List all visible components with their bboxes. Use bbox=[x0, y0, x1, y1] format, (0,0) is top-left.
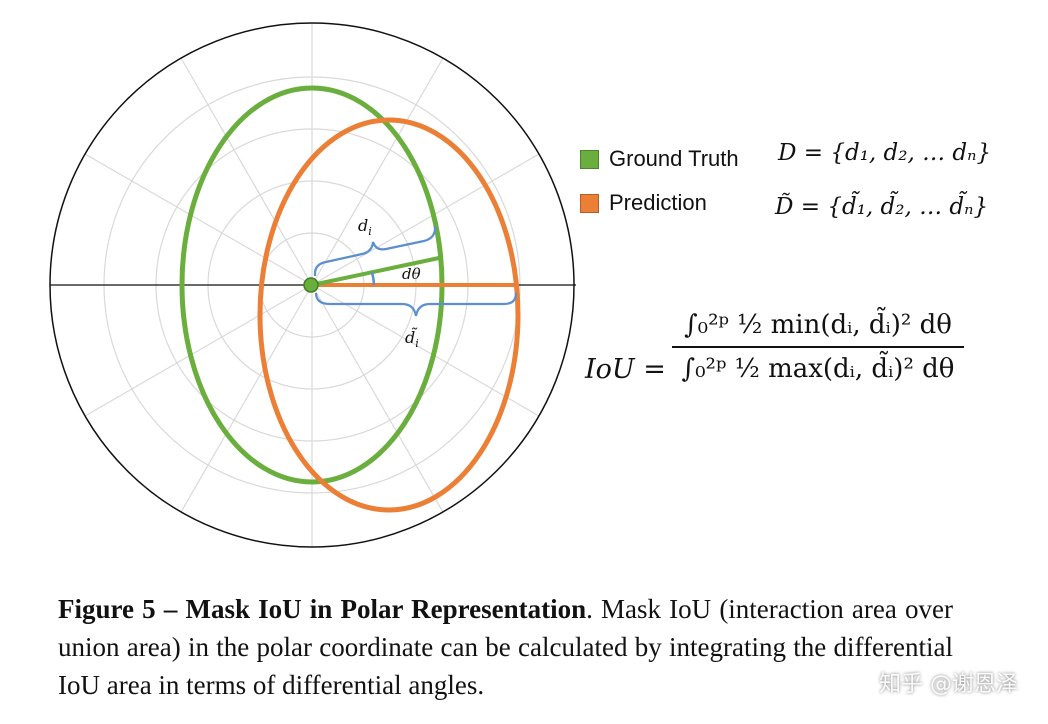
iou-lhs: IoU = bbox=[585, 354, 666, 385]
figure-caption: Figure 5 – Mask IoU in Polar Representat… bbox=[58, 590, 953, 704]
d-tilde-i-brace bbox=[314, 292, 518, 317]
polar-origin bbox=[303, 277, 319, 293]
prediction-swatch bbox=[580, 193, 599, 213]
prediction-contour bbox=[257, 117, 521, 513]
d-tilde-i-label-main: d̃ bbox=[405, 327, 418, 347]
iou-denominator: ∫₀²ᵖ ½ max(dᵢ, d̃ᵢ)² dθ bbox=[681, 354, 955, 384]
iou-fraction: ∫₀²ᵖ ½ min(dᵢ, d̃ᵢ)² dθ ∫₀²ᵖ ½ max(dᵢ, d… bbox=[672, 310, 964, 384]
caption-text: . Mask IoU (interaction area over union … bbox=[58, 594, 953, 700]
d-i-brace bbox=[313, 225, 437, 277]
d-theta-label: dθ bbox=[402, 265, 421, 283]
legend-ground-truth-label: Ground Truth bbox=[609, 146, 739, 171]
d-i-label-main: d bbox=[358, 216, 368, 235]
ground-truth-ray bbox=[311, 256, 440, 287]
ground-truth-swatch bbox=[580, 149, 599, 169]
caption-title: Mask IoU in Polar Representation bbox=[185, 594, 587, 624]
d-tilde-i-label: d̃i bbox=[405, 327, 419, 350]
d-i-label-sub: i bbox=[368, 225, 372, 238]
polar-figure: di dθ d̃i bbox=[49, 22, 576, 548]
iou-fraction-bar bbox=[672, 346, 964, 348]
polar-outer-circle bbox=[49, 22, 575, 548]
watermark: 知乎 @谢恩泽 bbox=[879, 672, 1018, 697]
legend-prediction-label: Prediction bbox=[609, 190, 707, 215]
d-tilde-i-label-sub: i bbox=[415, 337, 419, 350]
prediction-set-formula: D̃ = {d̃₁, d̃₂, … d̃ₙ} bbox=[775, 194, 989, 220]
iou-numerator: ∫₀²ᵖ ½ min(dᵢ, d̃ᵢ)² dθ bbox=[684, 310, 952, 340]
legend-prediction: Prediction bbox=[580, 190, 707, 216]
d-theta-arc bbox=[370, 271, 376, 286]
ground-truth-set-formula: D = {d₁, d₂, … dₙ} bbox=[778, 140, 992, 166]
legend-ground-truth: Ground Truth bbox=[580, 146, 739, 172]
caption-label: Figure 5 bbox=[58, 594, 156, 624]
caption-dash: – bbox=[155, 594, 186, 624]
d-i-label: di bbox=[358, 216, 372, 238]
